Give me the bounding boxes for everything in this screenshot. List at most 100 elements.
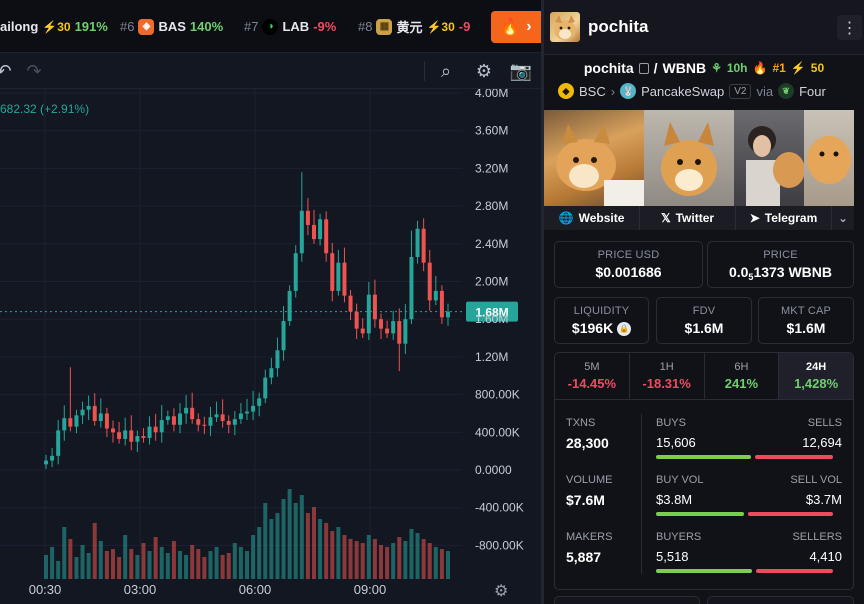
candle-body: [159, 420, 164, 433]
quick-search-icon[interactable]: ⌕: [440, 60, 452, 81]
candle-body: [275, 350, 280, 369]
change-5m: -14.45%: [567, 376, 617, 391]
candle-body: [214, 414, 219, 418]
candle-body: [360, 328, 365, 334]
tab-6h[interactable]: 6H 241%: [705, 353, 780, 399]
panel-header: pochita ⋮: [544, 0, 864, 55]
trade-stats: TXNS 28,300 BUYS 15,606 SELLS 12,694 VOL…: [554, 400, 854, 590]
y-axis-tick-label: 3.60M: [475, 124, 508, 138]
volume-bar: [318, 519, 323, 579]
chain-dex-row: ◆ BSC › 🐰 PancakeSwap V2 via ❦ Four: [558, 83, 826, 99]
candle-body: [165, 416, 170, 421]
volume-bar: [251, 535, 256, 579]
x-axis-tick-label: 00:30: [29, 582, 62, 597]
undo-icon[interactable]: ↶: [0, 60, 12, 81]
website-link[interactable]: 🌐 Website: [544, 206, 640, 230]
candle-body: [366, 294, 371, 334]
pair-age: 10h: [726, 61, 748, 75]
ticker-name: BAS: [158, 19, 186, 34]
ticker-change: 191%: [74, 19, 108, 34]
price-usd-label: PRICE USD: [597, 249, 660, 261]
volume-bar: [299, 495, 304, 579]
candle-body: [86, 405, 91, 410]
liquidity-box: LIQUIDITY $196K 🔒: [554, 297, 649, 344]
candle-body: [397, 321, 402, 344]
more-menu-button[interactable]: ⋮: [837, 15, 862, 40]
boost-badge: ⚡30: [42, 19, 71, 34]
lock-icon[interactable]: 🔒: [617, 322, 632, 337]
volume-bar: [275, 513, 280, 579]
telegram-link[interactable]: ➤ Telegram: [736, 206, 832, 230]
candle-body: [269, 368, 274, 378]
dex-version-badge: V2: [729, 83, 752, 99]
panel-divider[interactable]: [541, 0, 544, 604]
y-axis-tick-label: 4.00M: [475, 89, 508, 100]
x-logo-icon: 𝕏: [660, 211, 671, 225]
volume-bar: [312, 507, 316, 579]
price-chart[interactable]: ↶ ↷ ⌕ ⚙ 📷 682.32 (+2.91%) 1.68M 4.00M 3.60…: [0, 53, 541, 604]
chevron-right-icon: ›: [526, 18, 532, 35]
via-label: via: [756, 83, 774, 99]
y-axis-tick-label: 0.0000: [475, 463, 512, 477]
volume-bar: [348, 539, 353, 579]
via-name[interactable]: Four: [799, 83, 826, 99]
candle-body: [330, 253, 335, 291]
volume-bar: [238, 547, 243, 579]
y-axis-tick-label: 2.40M: [475, 237, 508, 251]
volume-value: $7.6M: [566, 492, 605, 508]
candlestick-chart[interactable]: 1.68M 4.00M 3.60M 3.20M 2.80M 2.40M 2.00M 1.60M…: [0, 89, 541, 604]
change-6h: 241%: [724, 376, 758, 391]
gear-icon[interactable]: ⚙: [475, 60, 493, 81]
price-native-box: PRICE 0.051373 WBNB: [707, 241, 854, 288]
volume-bar: [427, 543, 432, 579]
chain-name[interactable]: BSC: [579, 83, 606, 99]
copy-icon[interactable]: [638, 62, 649, 74]
volume-bar: [44, 555, 48, 579]
volume-bar: [165, 553, 170, 579]
volume-bar: [409, 529, 414, 579]
x-axis-tick-label: 09:00: [354, 582, 387, 597]
ticker-item[interactable]: #7 ◑ LAB -9%: [244, 0, 336, 52]
volume-bar: [366, 535, 371, 579]
tab-24h[interactable]: 24H 1,428%: [779, 353, 853, 399]
volume-bar: [385, 547, 390, 579]
tab-1h[interactable]: 1H -18.31%: [630, 353, 705, 399]
candle-body: [178, 413, 182, 425]
sprout-icon: ⚘: [711, 61, 722, 75]
candle-body: [305, 210, 310, 225]
y-axis-tick-label: -400.00K: [475, 501, 524, 515]
fdv-value: $1.6M: [684, 320, 724, 336]
volume-bar: [62, 527, 67, 579]
chevron-down-icon[interactable]: ⌄: [837, 211, 849, 225]
fdv-label: FDV: [692, 305, 716, 317]
buy-vol-value: $3.8M: [656, 492, 693, 507]
volume-bar: [257, 527, 262, 579]
stats-divider: [641, 414, 642, 574]
volume-bar: [287, 489, 292, 579]
volume-bar: [98, 541, 103, 579]
y-axis-tick-label: 800.00K: [475, 388, 520, 402]
volume-bar: [421, 539, 426, 579]
flame-icon: 🔥: [752, 61, 768, 75]
ticker-item[interactable]: #8 ▦ 黄元 ⚡30 -9: [358, 0, 470, 52]
candle-body: [354, 311, 359, 329]
buy-vol-ratio-bar: [656, 512, 744, 516]
camera-icon[interactable]: 📷: [509, 60, 533, 81]
twitter-link[interactable]: 𝕏 Twitter: [640, 206, 736, 230]
dex-name[interactable]: PancakeSwap: [641, 83, 725, 99]
trending-fire-button[interactable]: 🔥 ›: [491, 11, 541, 43]
candle-body: [287, 290, 292, 322]
ticker-item[interactable]: ailong ⚡30 191%: [0, 0, 108, 52]
bsc-chain-icon: ◆: [558, 83, 574, 99]
sell-vol-label: SELL VOL: [790, 474, 842, 486]
candle-body: [56, 430, 61, 456]
mktcap-box: MKT CAP $1.6M: [758, 297, 854, 344]
ticker-item[interactable]: #6 ◈ BAS 140%: [120, 0, 223, 52]
tab-5m[interactable]: 5M -14.45%: [555, 353, 630, 399]
redo-icon[interactable]: ↷: [26, 60, 42, 81]
candle-body: [372, 294, 377, 320]
toolbar-divider: [424, 61, 425, 81]
volume-bar: [379, 545, 383, 579]
chart-settings-icon[interactable]: ⚙: [494, 583, 509, 600]
next-section-box: [554, 596, 700, 604]
